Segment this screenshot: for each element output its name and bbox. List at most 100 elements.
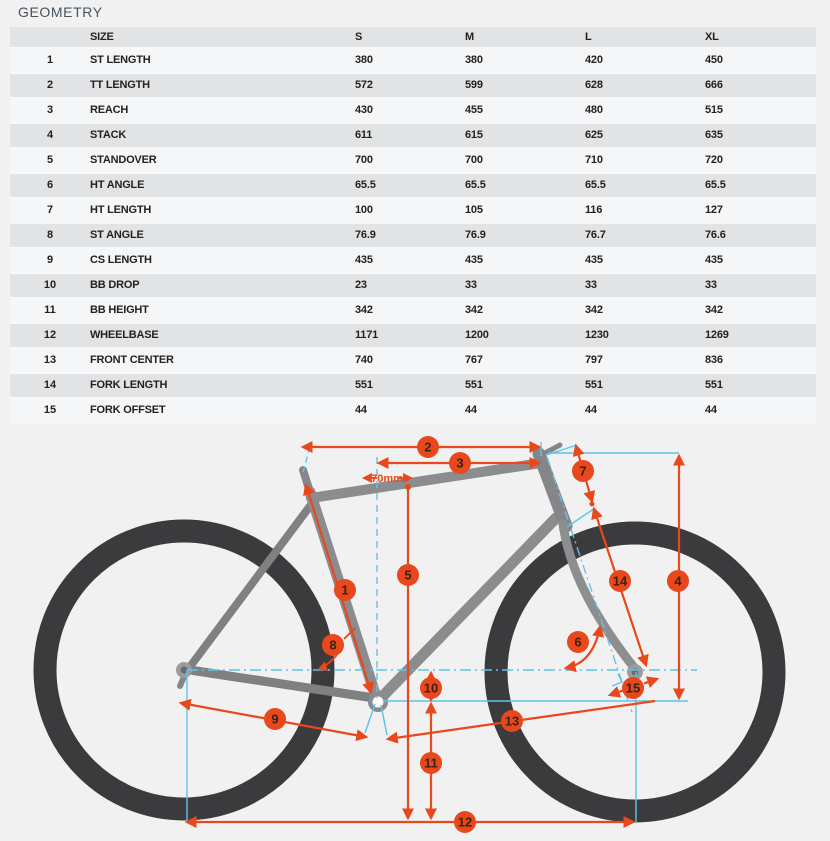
- cell-xl: 435: [705, 254, 723, 266]
- table-row: 11 BB HEIGHT 342 342 342 342: [10, 299, 816, 324]
- callout-11: 11: [420, 752, 442, 774]
- callout-6: 6: [567, 631, 589, 653]
- table-row: 3 REACH 430 455 480 515: [10, 99, 816, 124]
- cell-m: 551: [465, 379, 483, 391]
- row-number: 7: [46, 204, 54, 216]
- cell-xl: 127: [705, 204, 723, 216]
- cell-xl: 836: [705, 354, 723, 366]
- seatstay: [185, 498, 317, 672]
- row-label: ST ANGLE: [90, 229, 144, 241]
- row-label: BB DROP: [90, 279, 140, 291]
- callout-13: 13: [501, 710, 523, 732]
- cell-l: 116: [585, 204, 603, 216]
- bb-offset-connector-left: [364, 703, 376, 734]
- cell-m: 1200: [465, 329, 489, 341]
- fork-crown-connector: [566, 507, 596, 528]
- row-number: 10: [43, 279, 57, 291]
- header-l: L: [585, 31, 592, 43]
- callout-14: 14: [609, 570, 631, 592]
- row-number: 11: [44, 304, 56, 316]
- header-m: M: [465, 31, 474, 43]
- callout-7: 7: [572, 460, 594, 482]
- cell-l: 65.5: [585, 179, 606, 191]
- header-num-col: [10, 27, 90, 47]
- callout-12: 12: [454, 811, 476, 833]
- callout-3: 3: [449, 452, 471, 474]
- callout-15: 15: [622, 677, 644, 699]
- cell-l: 420: [585, 54, 603, 66]
- callout-8: 8: [322, 634, 344, 656]
- cell-l: 76.7: [585, 229, 606, 241]
- cell-xl: 635: [705, 129, 723, 141]
- cell-m: 599: [465, 79, 483, 91]
- cell-s: 740: [355, 354, 373, 366]
- table-row: 10 BB DROP 23 33 33 33: [10, 274, 816, 299]
- cell-s: 700: [355, 154, 373, 166]
- callout-4: 4: [667, 570, 689, 592]
- header-s: S: [355, 31, 363, 43]
- svg-text:3: 3: [456, 456, 463, 471]
- table-row: 1 ST LENGTH 380 380 420 450: [10, 49, 816, 74]
- svg-text:5: 5: [404, 568, 411, 583]
- row-label: WHEELBASE: [90, 329, 159, 341]
- cell-s: 551: [355, 379, 373, 391]
- cell-s: 44: [355, 404, 367, 416]
- cell-s: 342: [355, 304, 373, 316]
- cell-l: 551: [585, 379, 603, 391]
- cell-s: 430: [355, 104, 373, 116]
- row-number: 2: [46, 79, 54, 91]
- cell-s: 380: [355, 54, 373, 66]
- steering-axis: [546, 456, 633, 713]
- top-tube: [306, 458, 546, 503]
- table-row: 2 TT LENGTH 572 599 628 666: [10, 74, 816, 99]
- cell-s: 611: [355, 129, 373, 141]
- cell-xl: 450: [705, 54, 723, 66]
- cell-s: 76.9: [355, 229, 376, 241]
- row-number: 3: [46, 104, 54, 116]
- header-size: SIZE: [90, 31, 114, 43]
- cell-l: 44: [585, 404, 597, 416]
- table-row: 12 WHEELBASE 1171 1200 1230 1269: [10, 324, 816, 349]
- cell-m: 105: [465, 204, 483, 216]
- row-number: 9: [46, 254, 54, 266]
- cell-m: 435: [465, 254, 483, 266]
- cell-xl: 44: [705, 404, 717, 416]
- cell-m: 455: [465, 104, 483, 116]
- svg-text:9: 9: [271, 712, 278, 727]
- svg-text:4: 4: [674, 574, 682, 589]
- geometry-table: SIZE S M L XL 1 ST LENGTH 380 380 420 450 2 TT …: [10, 27, 816, 424]
- cell-l: 628: [585, 79, 603, 91]
- row-label: BB HEIGHT: [90, 304, 149, 316]
- svg-text:8: 8: [329, 638, 336, 653]
- callout-5: 5: [397, 564, 419, 586]
- cell-l: 1230: [585, 329, 609, 341]
- svg-text:13: 13: [505, 714, 519, 729]
- cell-l: 625: [585, 129, 603, 141]
- header-xl: XL: [705, 31, 719, 43]
- table-row: 5 STANDOVER 700 700 710 720: [10, 149, 816, 174]
- cell-xl: 666: [705, 79, 723, 91]
- row-label: CS LENGTH: [90, 254, 152, 266]
- cell-s: 23: [355, 279, 367, 291]
- cell-l: 435: [585, 254, 603, 266]
- annotation-70mm: 70mm: [371, 473, 403, 485]
- row-label: ST LENGTH: [90, 54, 151, 66]
- hubs: [176, 662, 643, 712]
- row-label: FORK OFFSET: [90, 404, 166, 416]
- row-label: STANDOVER: [90, 154, 157, 166]
- row-label: STACK: [90, 129, 127, 141]
- ht-fork-joint-dot: [589, 501, 595, 507]
- table-row: 15 FORK OFFSET 44 44 44 44: [10, 399, 816, 424]
- bike-geometry-diagram: 70mm 2 3 7 5 1 14 4 8 6 15: [33, 436, 786, 833]
- chainstay: [185, 665, 379, 703]
- bb-offset-connector-right: [380, 704, 388, 736]
- row-label: FRONT CENTER: [90, 354, 174, 366]
- cell-l: 33: [585, 279, 597, 291]
- row-number: 13: [43, 354, 57, 366]
- svg-text:1: 1: [341, 583, 348, 598]
- svg-text:15: 15: [626, 681, 640, 696]
- row-number: 15: [43, 404, 57, 416]
- cell-m: 76.9: [465, 229, 486, 241]
- table-body: 1 ST LENGTH 380 380 420 450 2 TT LENGTH 572 599 62…: [10, 49, 816, 424]
